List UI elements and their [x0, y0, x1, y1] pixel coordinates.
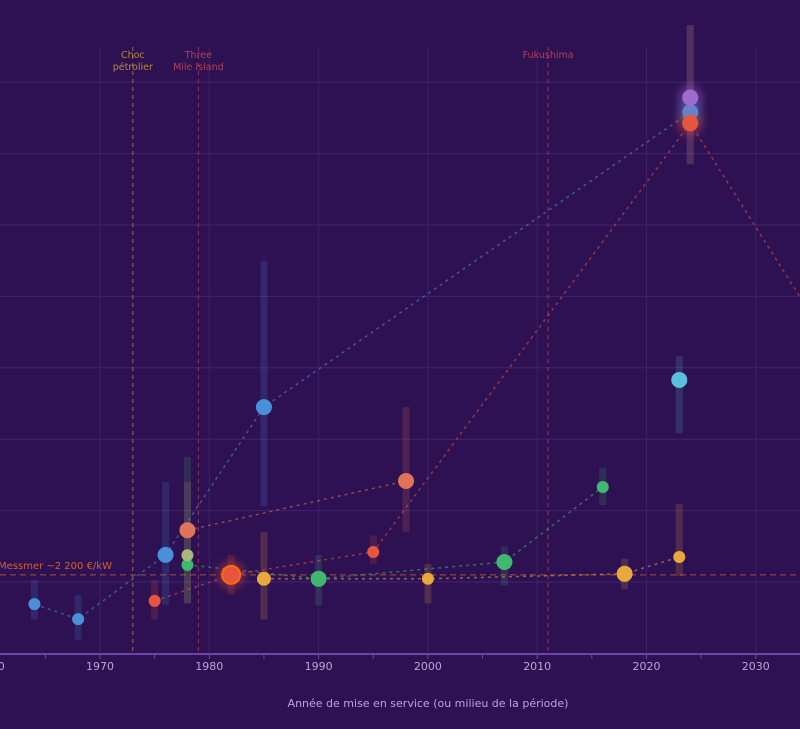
series-line [187, 480, 407, 531]
event-label: pétrolier [113, 62, 153, 73]
data-point [181, 549, 194, 562]
x-tick-label: 2010 [523, 660, 551, 673]
data-point [496, 554, 513, 571]
error-bar [675, 504, 683, 576]
error-bar [183, 482, 191, 604]
error-bar [162, 482, 170, 605]
x-tick-label: 2000 [414, 660, 442, 673]
x-axis: 1960 1970 1980 1990 2000 2010 2020 2030 [0, 653, 800, 673]
data-point [671, 371, 688, 388]
event-label: Three [184, 50, 212, 61]
data-point [616, 565, 633, 582]
error-bar [675, 356, 683, 434]
data-point [682, 89, 699, 106]
data-point [255, 399, 272, 416]
event-label: Choc [121, 50, 145, 61]
series-layer [28, 25, 800, 640]
data-point [181, 558, 194, 571]
data-point [179, 522, 196, 539]
data-point [673, 551, 686, 564]
data-point [221, 564, 242, 585]
data-point [256, 571, 271, 586]
event-label: Mile Island [173, 62, 224, 73]
data-point [682, 115, 699, 132]
data-point [148, 594, 161, 607]
x-tick-label: 1960 [0, 660, 5, 673]
x-tick-label: 1970 [86, 660, 114, 673]
data-point [596, 481, 609, 494]
data-point [72, 613, 85, 626]
data-point [367, 546, 380, 559]
x-axis-label: Année de mise en service (ou milieu de l… [288, 697, 569, 710]
x-tick-label: 1980 [195, 660, 223, 673]
series-line [187, 486, 604, 580]
x-tick-label: 2030 [742, 660, 770, 673]
error-bar [260, 260, 268, 507]
data-point [398, 472, 415, 489]
event-label: Fukushima [523, 50, 574, 61]
messmer-reference-label: Messmer ~2 200 €/kW [0, 561, 112, 572]
data-point [157, 546, 174, 563]
x-tick-label: 2020 [633, 660, 661, 673]
reference-line-group: Messmer ~2 200 €/kW [0, 561, 800, 576]
series-line [154, 121, 800, 602]
data-point [28, 598, 41, 611]
error-bar [402, 407, 410, 533]
data-point [421, 572, 434, 585]
grid [0, 47, 800, 653]
data-point [310, 570, 327, 587]
x-tick-label: 1990 [305, 660, 333, 673]
